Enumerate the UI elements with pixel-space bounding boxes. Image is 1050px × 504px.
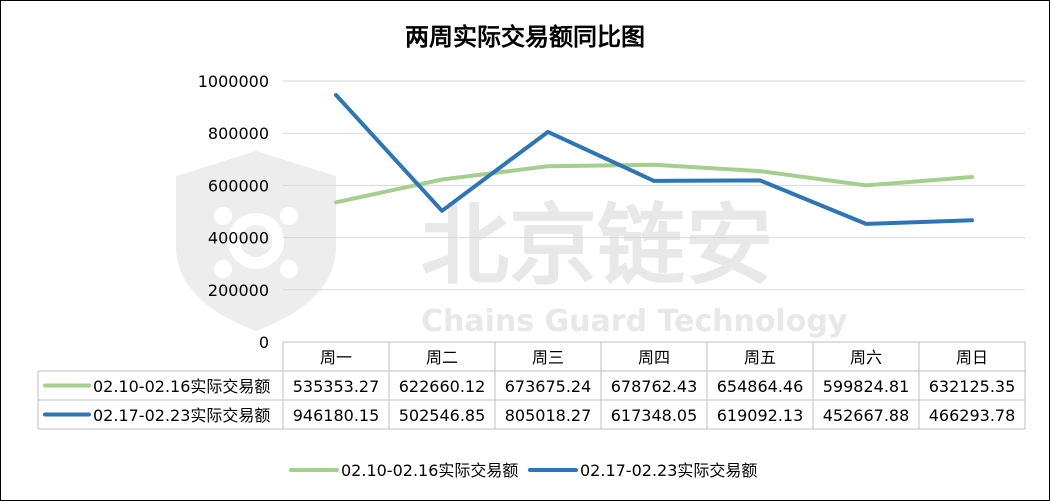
category-label: 周日 bbox=[956, 348, 988, 367]
data-label: 619092.13 bbox=[717, 406, 804, 425]
series-lines bbox=[334, 93, 974, 226]
data-label: 622660.12 bbox=[399, 377, 486, 396]
data-label: 452667.88 bbox=[823, 406, 910, 425]
category-label: 周四 bbox=[638, 348, 670, 367]
legend-label: 02.10-02.16实际交易额 bbox=[341, 461, 518, 480]
data-label: 502546.85 bbox=[399, 406, 486, 425]
data-label: 654864.46 bbox=[717, 377, 804, 396]
watermark: 北京链安 Chains Guard Technology bbox=[176, 151, 848, 339]
data-label: 673675.24 bbox=[505, 377, 592, 396]
data-label: 535353.27 bbox=[293, 377, 380, 396]
data-label: 805018.27 bbox=[505, 406, 592, 425]
y-tick-label: 800000 bbox=[208, 124, 269, 143]
series-line-2 bbox=[334, 93, 974, 226]
shield-logo-icon bbox=[176, 151, 336, 331]
y-tick-label: 200000 bbox=[208, 281, 269, 300]
data-label: 946180.15 bbox=[293, 406, 380, 425]
category-label: 周二 bbox=[426, 348, 458, 367]
y-tick-label: 400000 bbox=[208, 229, 269, 248]
gridlines bbox=[283, 80, 1025, 291]
chart-title: 两周实际交易额同比图 bbox=[405, 23, 645, 51]
category-label: 周五 bbox=[744, 348, 776, 367]
data-label: 617348.05 bbox=[611, 406, 698, 425]
y-axis-tick-labels: 0 200000 400000 600000 800000 1000000 bbox=[198, 72, 269, 352]
watermark-title: 北京链安 bbox=[421, 194, 773, 297]
table-series-name: 02.10-02.16实际交易额 bbox=[93, 377, 270, 396]
watermark-subtitle: Chains Guard Technology bbox=[421, 304, 848, 339]
data-label: 678762.43 bbox=[611, 377, 698, 396]
y-tick-label: 0 bbox=[259, 333, 269, 352]
series-line-1 bbox=[334, 162, 974, 205]
category-label: 周三 bbox=[532, 348, 564, 367]
category-label: 周六 bbox=[850, 348, 882, 367]
legend: 02.10-02.16实际交易额 02.17-02.23实际交易额 bbox=[289, 461, 757, 480]
data-label: 599824.81 bbox=[823, 377, 910, 396]
data-table: 周一 周二 周三 周四 周五 周六 周日 02.10-02.16实际交易额 535353.27 6… bbox=[37, 341, 1026, 430]
data-label: 632125.35 bbox=[929, 377, 1016, 396]
y-tick-label: 600000 bbox=[208, 176, 269, 195]
data-label: 466293.78 bbox=[929, 406, 1016, 425]
table-series-name: 02.17-02.23实际交易额 bbox=[93, 406, 270, 425]
category-label: 周一 bbox=[320, 348, 352, 367]
y-tick-label: 1000000 bbox=[198, 72, 269, 91]
legend-label: 02.17-02.23实际交易额 bbox=[580, 461, 757, 480]
